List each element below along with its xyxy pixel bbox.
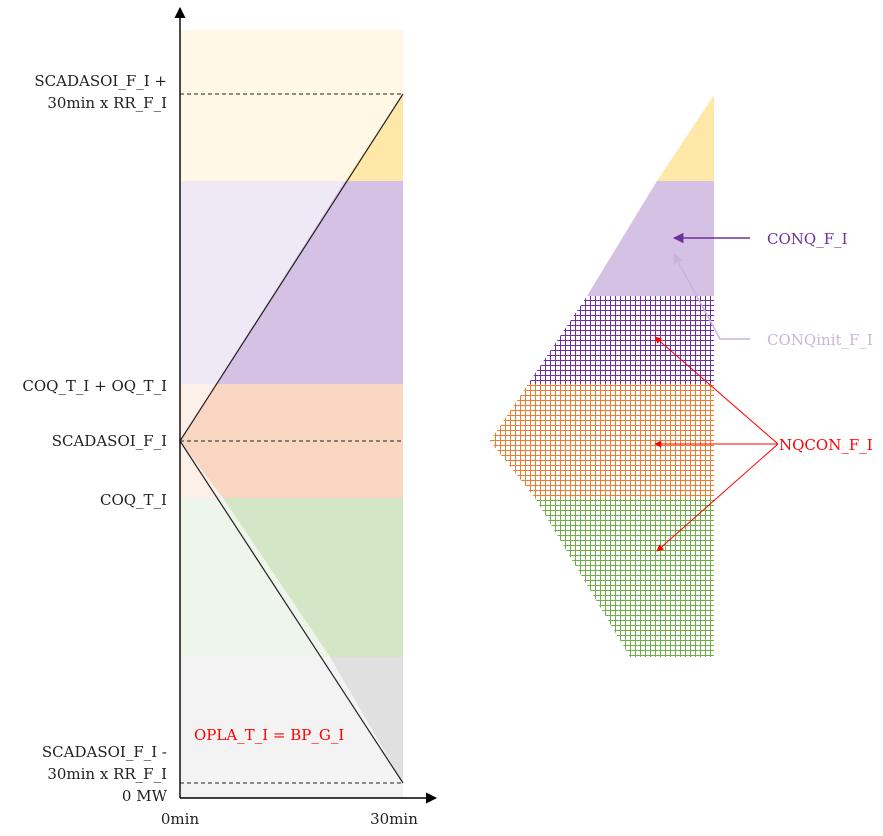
tri-green-grid <box>535 498 714 657</box>
nqcon-arrow-bottom <box>656 443 779 552</box>
nqcon-arrow-top <box>654 336 779 445</box>
y-label-coq-plus-oq: COQ_T_I + OQ_T_I <box>22 377 167 395</box>
y-label-coq: COQ_T_I <box>100 491 167 509</box>
tri-orange-grid <box>490 384 714 498</box>
tri-yellow <box>657 95 714 181</box>
y-label-top-line1: SCADASOI_F_I + <box>34 72 167 90</box>
conq-label: CONQ_F_I <box>767 230 848 248</box>
y-label-bottom-line2: 30min x RR_F_I <box>47 765 167 783</box>
opla-label: OPLA_T_I = BP_G_I <box>194 726 344 744</box>
region-orange <box>180 384 403 498</box>
y-label-zero: 0 MW <box>122 787 168 805</box>
feasible-region <box>180 94 403 783</box>
y-label-top-line2: 30min x RR_F_I <box>47 94 167 112</box>
tri-purple-grid <box>528 296 714 384</box>
quantity-triangle <box>490 95 714 657</box>
conqinit-arrow <box>673 253 750 340</box>
x-label-start: 0min <box>161 810 200 828</box>
ramp-down-line <box>179 440 404 784</box>
ramp-up-line <box>179 93 404 442</box>
region-grey <box>330 657 403 783</box>
region-green <box>223 498 403 657</box>
x-label-end: 30min <box>370 810 418 828</box>
conqinit-label: CONQinit_F_I <box>767 331 873 349</box>
nqcon-label: NQCON_F_I <box>779 436 873 454</box>
tri-purple <box>587 181 714 296</box>
y-label-bottom-line1: SCADASOI_F_I - <box>42 743 167 761</box>
y-label-scadasoi: SCADASOI_F_I <box>52 432 167 450</box>
region-purple <box>216 181 403 384</box>
